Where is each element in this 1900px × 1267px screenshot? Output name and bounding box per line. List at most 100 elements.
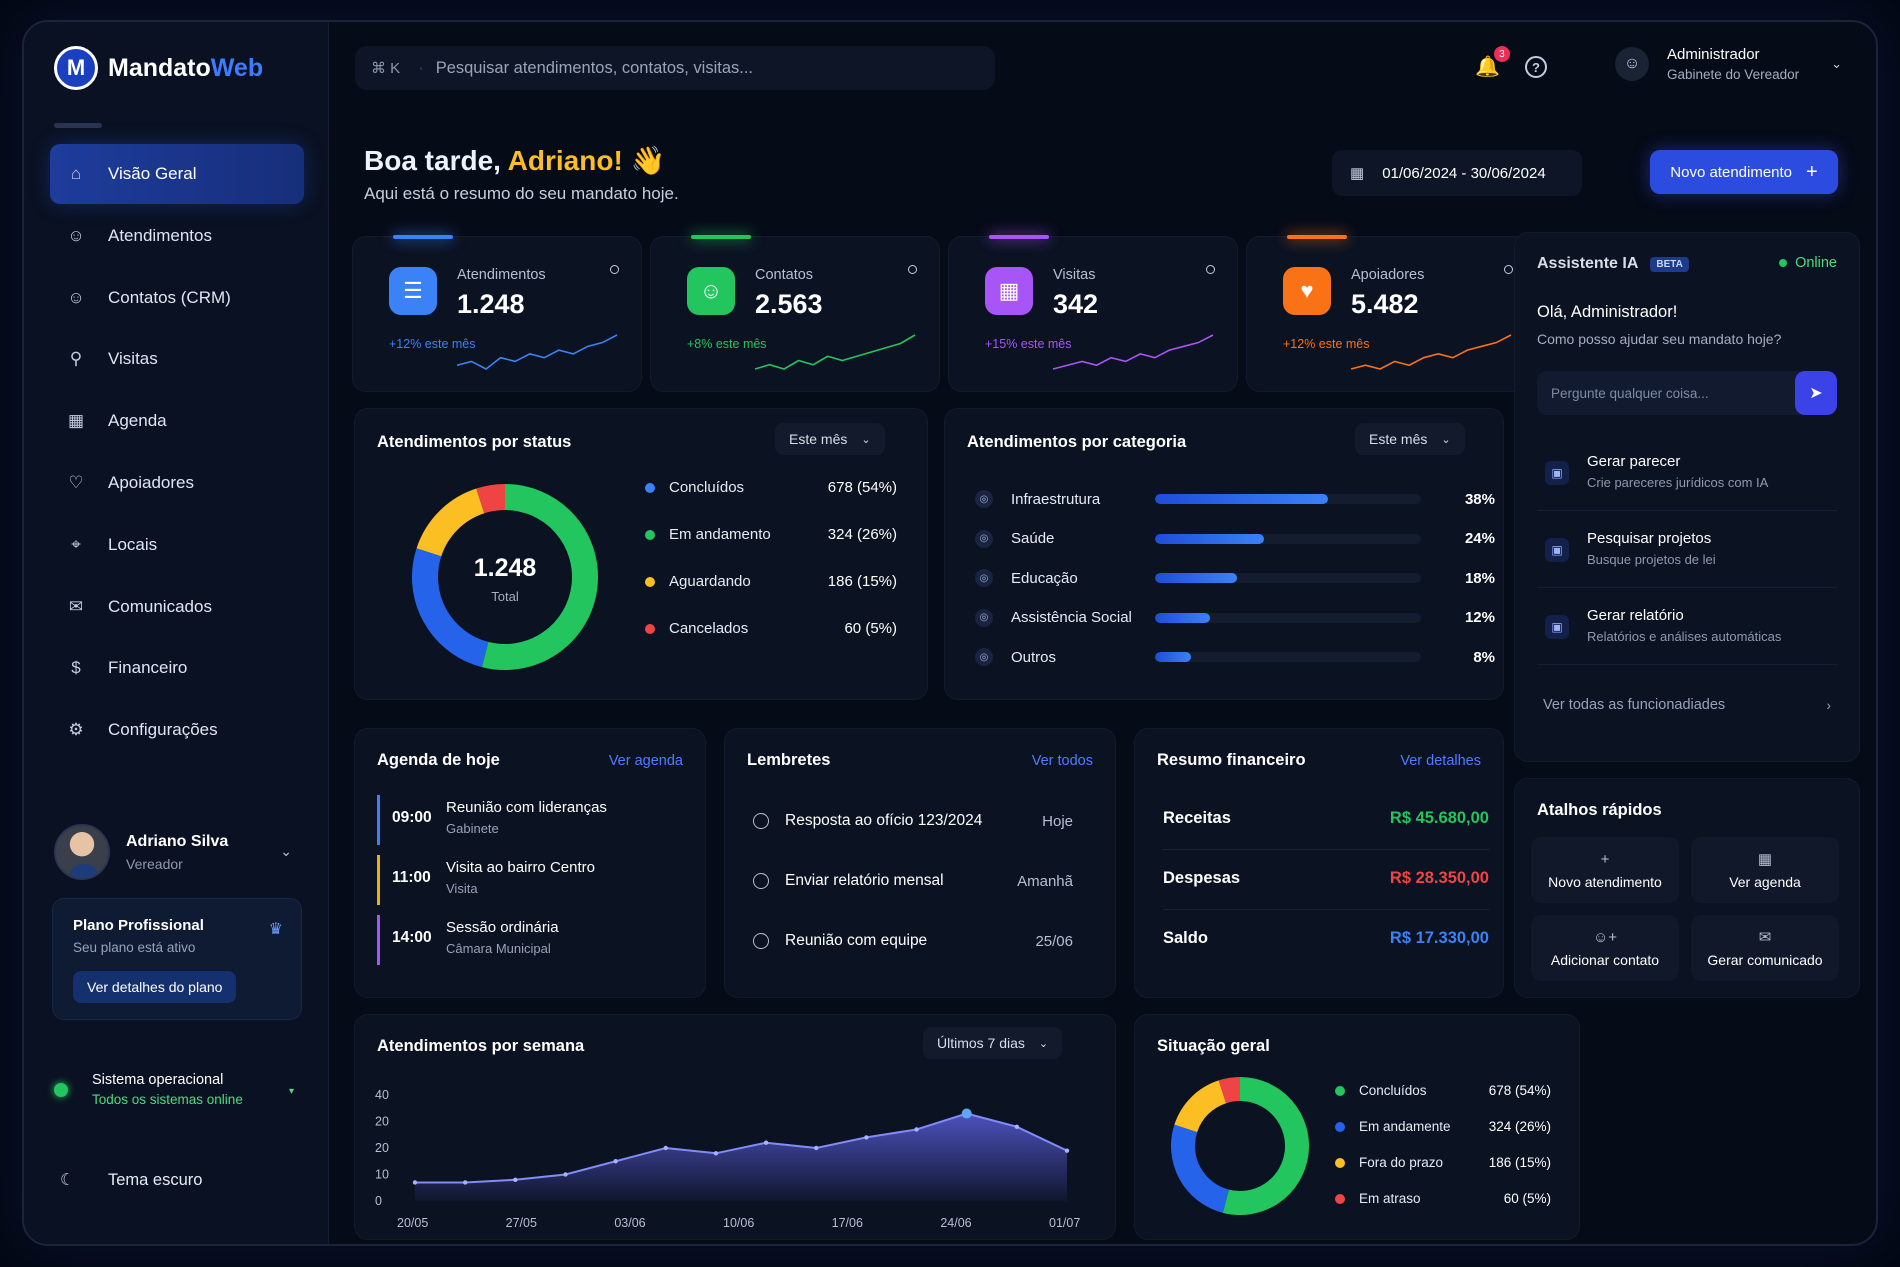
legend-label: Aguardando — [669, 573, 751, 590]
sidebar-item-locais[interactable]: ⌖ Locais — [50, 515, 304, 575]
ai-title-label: Assistente IA — [1537, 255, 1639, 272]
view-agenda-link[interactable]: Ver agenda — [608, 753, 683, 769]
reminder-item: Resposta ao ofício 123/2024 Hoje — [753, 809, 1073, 833]
sidebar-item-apoiadores[interactable]: ♡ Apoiadores — [50, 453, 304, 513]
x-tick-label: 17/06 — [832, 1216, 863, 1230]
plus-icon: + — [1600, 850, 1610, 868]
status-filter-dropdown[interactable]: Este mês ⌄ — [775, 423, 885, 455]
data-point — [763, 1140, 769, 1145]
legend-value: 186 (15%) — [827, 573, 897, 590]
category-percent: 8% — [1473, 648, 1495, 666]
ai-action-item[interactable]: ▣ Gerar parecer Crie pareceres jurídicos c… — [1537, 447, 1837, 511]
stat-label: Visitas — [1053, 267, 1096, 283]
status-chart-card: Atendimentos por status Este mês ⌄ 1.248 … — [354, 408, 928, 700]
data-point — [1064, 1148, 1070, 1153]
view-reminders-link[interactable]: Ver todos — [1031, 753, 1093, 769]
category-row: ◎ Saúde 24% — [975, 526, 1495, 552]
view-finance-link[interactable]: Ver detalhes — [1400, 753, 1481, 769]
category-bar-fill — [1155, 573, 1237, 583]
sparkline-line — [1350, 334, 1512, 370]
sidebar-item-comunicados[interactable]: ✉ Comunicados — [50, 577, 304, 637]
sidebar-item-contatos[interactable]: ☺ Contatos (CRM) — [50, 268, 304, 328]
theme-label: Tema escuro — [108, 1170, 203, 1189]
sidebar-item-agenda[interactable]: ▦ Agenda — [50, 391, 304, 451]
system-status[interactable]: Sistema operacional Todos os sistemas on… — [54, 1072, 304, 1107]
sidebar-item-financeiro[interactable]: $ Financeiro — [50, 638, 304, 698]
plus-icon: + — [1806, 160, 1818, 183]
theme-toggle[interactable]: ☾ Tema escuro — [60, 1170, 202, 1190]
more-options-icon[interactable] — [1504, 265, 1513, 274]
view-all-features-link[interactable]: Ver todas as funcionadiades — [1543, 697, 1726, 713]
reminder-checkbox[interactable] — [753, 873, 769, 889]
stat-card-atendimentos[interactable]: ☰ Atendimentos 1.248 +12% este mês — [352, 235, 642, 392]
command-shortcut: ⌘ K — [371, 60, 401, 77]
user-role: Vereador — [126, 855, 183, 872]
sidebar-item-visao-geral[interactable]: ⌂ Visão Geral — [50, 144, 304, 204]
category-label: Infraestrutura — [1011, 490, 1101, 508]
weekly-filter-dropdown[interactable]: Últimos 7 dias ⌄ — [923, 1027, 1063, 1059]
send-icon[interactable]: ➤ — [1795, 371, 1837, 415]
ai-action-title: Gerar parecer — [1587, 453, 1681, 470]
new-atendimento-button[interactable]: Novo atendimento + — [1650, 150, 1838, 194]
sidebar-item-atendimentos[interactable]: ☺ Atendimentos — [50, 206, 304, 266]
data-point — [412, 1180, 418, 1185]
sidebar-item-label: Visão Geral — [108, 164, 197, 183]
reminder-checkbox[interactable] — [753, 813, 769, 829]
date-range-picker[interactable]: ▦ 01/06/2024 - 30/06/2024 — [1332, 150, 1582, 196]
bell-icon[interactable]: 🔔 3 — [1475, 46, 1510, 79]
donut-slice-3 — [476, 484, 506, 514]
finance-icon: $ — [71, 658, 81, 678]
situation-title: Situação geral — [1157, 1037, 1270, 1055]
quick-action-novo-atendimento[interactable]: + Novo atendimento — [1531, 837, 1679, 903]
sparkline — [754, 334, 916, 370]
chat-icon: ☰ — [389, 267, 437, 315]
plan-details-button[interactable]: Ver detalhes do plano — [73, 971, 237, 1003]
agenda-item[interactable]: 14:00 Sessão ordinária Câmara Municipal — [377, 915, 677, 965]
help-icon[interactable]: ? — [1525, 56, 1547, 78]
more-options-icon[interactable] — [908, 265, 917, 274]
sidebar-item-configuracoes[interactable]: ⚙ Configurações — [50, 700, 304, 760]
search-placeholder: Pesquisar atendimentos, contatos, visita… — [435, 58, 754, 77]
more-options-icon[interactable] — [1206, 265, 1215, 274]
stat-card-visitas[interactable]: ▦ Visitas 342 +15% este mês — [948, 235, 1238, 392]
ai-action-item[interactable]: ▣ Pesquisar projetos Busque projetos de le… — [1537, 524, 1837, 588]
more-options-icon[interactable] — [610, 265, 619, 274]
ai-action-item[interactable]: ▣ Gerar relatório Relatórios e análises au… — [1537, 601, 1837, 665]
ai-question-input[interactable]: Pergunte qualquer coisa... — [1537, 371, 1837, 415]
plan-title: Plano Profissional — [73, 917, 204, 934]
stat-card-contatos[interactable]: ☺ Contatos 2.563 +8% este mês — [650, 235, 940, 392]
legend-label: Concluídos — [1359, 1083, 1427, 1098]
admin-menu[interactable]: ☺ Administrador Gabinete do Vereador ⌄ — [1615, 46, 1842, 82]
sparkline-line — [1052, 334, 1214, 370]
quick-action-label: Novo atendimento — [1548, 873, 1662, 890]
logo[interactable]: M MandatoWeb — [54, 46, 263, 90]
agenda-item[interactable]: 11:00 Visita ao bairro Centro Visita — [377, 855, 677, 905]
user-icon: ☺ — [1615, 47, 1649, 81]
user-profile[interactable]: Adriano Silva Vereador ⌄ — [54, 817, 304, 887]
situation-card: Situação geral Concluídos 678 (54%) Em and… — [1134, 1014, 1580, 1240]
reminder-due: Amanhã — [1017, 872, 1073, 890]
search-document-icon: ▣ — [1545, 538, 1569, 562]
chevron-down-icon: ▾ — [288, 1086, 294, 1097]
user-add-icon: ☺+ — [1592, 928, 1618, 946]
legend-label: Fora do prazo — [1359, 1155, 1444, 1170]
search-input[interactable]: ⌘ K · Pesquisar atendimentos, contatos, … — [355, 46, 995, 90]
quick-action-gerar-comunicado[interactable]: ✉ Gerar comunicado — [1691, 915, 1839, 981]
sidebar-item-visitas[interactable]: ⚲ Visitas — [50, 329, 304, 389]
agenda-event-location: Câmara Municipal — [446, 941, 551, 956]
data-point — [513, 1177, 518, 1182]
sidebar: M MandatoWeb ⌂ Visão Geral ☺ Atendimentos … — [24, 22, 329, 1244]
stat-card-apoiadores[interactable]: ♥ Apoiadores 5.482 +12% este mês — [1246, 235, 1536, 392]
category-icon: ◎ — [975, 529, 993, 548]
agenda-item[interactable]: 09:00 Reunião com lideranças Gabinete — [377, 795, 677, 845]
finance-row: Receitas R$ 45.680,00 — [1163, 809, 1489, 837]
reminder-checkbox[interactable] — [753, 933, 769, 949]
legend-value: 324 (26%) — [1488, 1119, 1551, 1134]
category-label: Assistência Social — [1011, 609, 1132, 626]
ai-action-title: Gerar relatório — [1587, 607, 1684, 624]
stat-glow — [989, 235, 1049, 239]
category-filter-dropdown[interactable]: Este mês ⌄ — [1355, 423, 1465, 455]
chevron-down-icon[interactable]: ⌄ — [280, 843, 292, 859]
quick-action-adicionar-contato[interactable]: ☺+ Adicionar contato — [1531, 915, 1679, 981]
quick-action-ver-agenda[interactable]: ▦ Ver agenda — [1691, 837, 1839, 903]
